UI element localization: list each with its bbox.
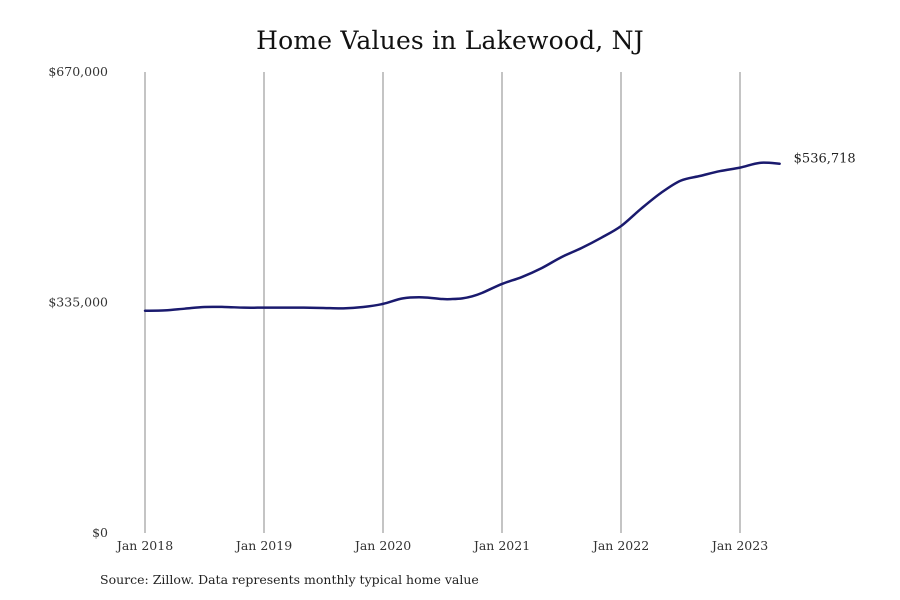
x-tick-label: Jan 2023 [710,538,768,553]
x-axis: Jan 2018 Jan 2019 Jan 2020 Jan 2021 Jan 2022… [115,538,768,553]
y-tick-label: $670,000 [48,64,108,79]
end-value-label: $536,718 [794,152,856,167]
chart-title: Home Values in Lakewood, NJ [256,26,644,55]
x-tick-label: Jan 2021 [472,538,530,553]
x-tick-label: Jan 2022 [591,538,649,553]
x-tick-label: Jan 2018 [115,538,173,553]
y-axis: $0 $335,000 $670,000 [48,64,108,540]
series-layer [143,161,781,313]
y-tick-label: $0 [92,525,108,540]
source-note: Source: Zillow. Data represents monthly … [100,572,479,587]
x-tick-label: Jan 2020 [353,538,411,553]
y-tick-label: $335,000 [48,295,108,310]
x-tick-label: Jan 2019 [234,538,292,553]
grid-lines [144,72,741,533]
series-line [143,161,781,313]
